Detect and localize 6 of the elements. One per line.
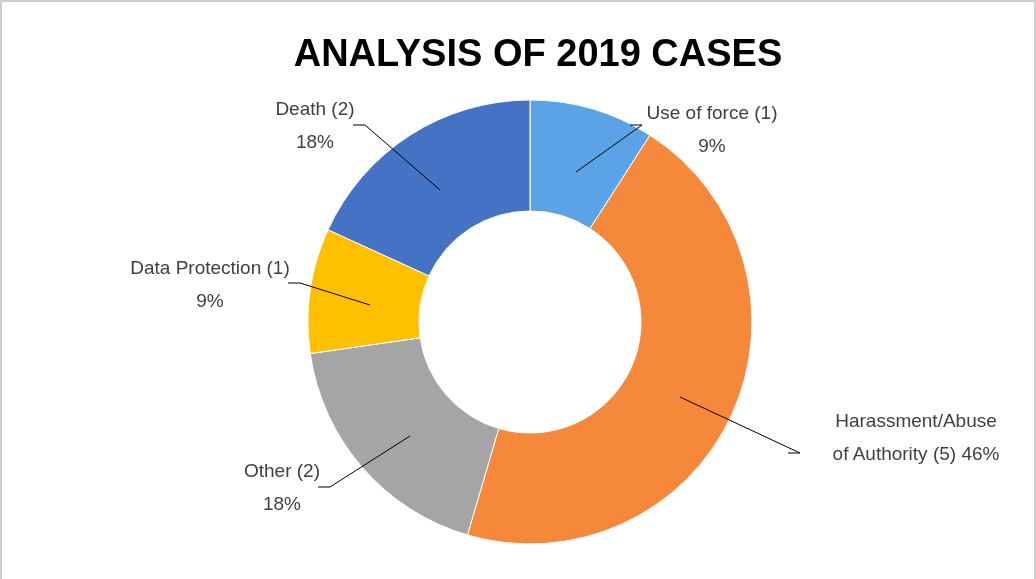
slice-label: Harassment/Abuse of Authority (5) 46% xyxy=(832,410,1000,464)
chart-title: ANALYSIS OF 2019 CASES xyxy=(293,32,783,74)
slice-label: Data Protection (1) 9% xyxy=(130,257,290,311)
slice-label: Death (2) 18% xyxy=(275,98,355,152)
slice-label: Use of force (1) 9% xyxy=(646,102,778,156)
slice-label: Other (2) 18% xyxy=(243,460,321,514)
